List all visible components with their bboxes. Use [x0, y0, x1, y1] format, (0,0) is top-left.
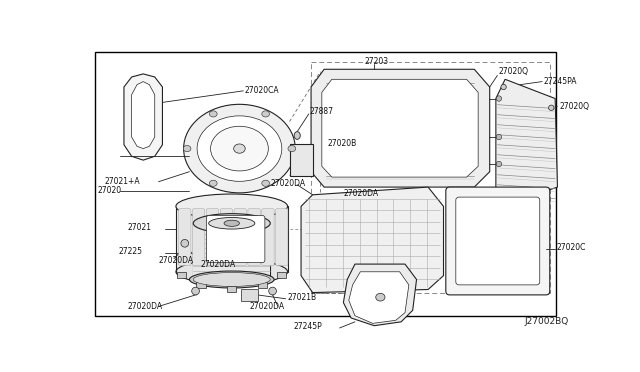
Ellipse shape — [176, 194, 287, 219]
Polygon shape — [132, 81, 155, 148]
Bar — [311, 62, 550, 293]
Ellipse shape — [496, 134, 502, 140]
Ellipse shape — [193, 214, 270, 233]
Text: 27020DA: 27020DA — [344, 189, 378, 198]
FancyBboxPatch shape — [262, 209, 274, 266]
Ellipse shape — [501, 84, 506, 90]
Bar — [177, 272, 186, 278]
Text: J27002BQ: J27002BQ — [524, 317, 568, 326]
Text: 27887: 27887 — [310, 107, 333, 116]
Bar — [227, 286, 236, 292]
Text: 27245PA: 27245PA — [543, 77, 577, 86]
FancyBboxPatch shape — [276, 209, 288, 266]
Text: 27020C: 27020C — [557, 243, 586, 251]
Text: 27021+A: 27021+A — [105, 177, 140, 186]
Ellipse shape — [192, 287, 200, 295]
Text: 27020DA: 27020DA — [128, 302, 163, 311]
Ellipse shape — [294, 132, 300, 140]
Text: 27245P: 27245P — [293, 322, 322, 331]
Ellipse shape — [209, 111, 217, 117]
Ellipse shape — [183, 145, 191, 152]
Ellipse shape — [209, 218, 255, 229]
Text: 27020Q: 27020Q — [499, 67, 529, 76]
Ellipse shape — [211, 126, 268, 171]
FancyBboxPatch shape — [291, 144, 314, 176]
Ellipse shape — [181, 240, 189, 247]
FancyBboxPatch shape — [248, 209, 260, 266]
Polygon shape — [301, 187, 444, 293]
Text: 27020DA: 27020DA — [250, 302, 285, 311]
Polygon shape — [322, 79, 478, 177]
Bar — [258, 282, 267, 288]
FancyBboxPatch shape — [179, 209, 191, 266]
Ellipse shape — [234, 144, 245, 153]
Ellipse shape — [288, 145, 296, 152]
Text: 27020DA: 27020DA — [159, 256, 194, 265]
FancyBboxPatch shape — [456, 197, 540, 285]
FancyBboxPatch shape — [220, 209, 232, 266]
FancyBboxPatch shape — [241, 289, 258, 301]
Ellipse shape — [376, 294, 385, 301]
Text: 27020B: 27020B — [328, 139, 357, 148]
Polygon shape — [496, 79, 557, 206]
Text: 27020DA: 27020DA — [270, 179, 305, 188]
Ellipse shape — [262, 111, 269, 117]
Ellipse shape — [224, 220, 239, 226]
Ellipse shape — [496, 161, 502, 167]
Ellipse shape — [209, 180, 217, 186]
Ellipse shape — [184, 104, 295, 193]
Ellipse shape — [548, 105, 554, 110]
Ellipse shape — [193, 273, 270, 286]
FancyBboxPatch shape — [206, 209, 219, 266]
Text: 27225: 27225 — [118, 247, 143, 256]
Text: 27021: 27021 — [128, 222, 152, 232]
Text: 27020: 27020 — [97, 186, 121, 195]
Text: 27020CA: 27020CA — [245, 86, 280, 94]
Ellipse shape — [269, 287, 276, 295]
FancyBboxPatch shape — [206, 216, 265, 263]
Ellipse shape — [176, 260, 287, 284]
Polygon shape — [344, 264, 417, 326]
FancyBboxPatch shape — [446, 187, 550, 295]
Text: 27020DA: 27020DA — [201, 260, 236, 269]
Ellipse shape — [262, 180, 269, 186]
Bar — [176, 206, 288, 272]
Ellipse shape — [189, 271, 274, 288]
Polygon shape — [311, 69, 490, 187]
Bar — [196, 282, 205, 288]
FancyBboxPatch shape — [234, 209, 246, 266]
FancyBboxPatch shape — [193, 209, 205, 266]
Text: 27020Q: 27020Q — [559, 102, 589, 111]
Text: 27203: 27203 — [365, 57, 389, 66]
Polygon shape — [124, 74, 163, 160]
Text: 27021B: 27021B — [287, 294, 316, 302]
Bar — [193, 223, 270, 279]
Ellipse shape — [197, 116, 282, 181]
Bar — [277, 272, 287, 278]
Polygon shape — [349, 272, 409, 323]
Ellipse shape — [496, 96, 502, 101]
